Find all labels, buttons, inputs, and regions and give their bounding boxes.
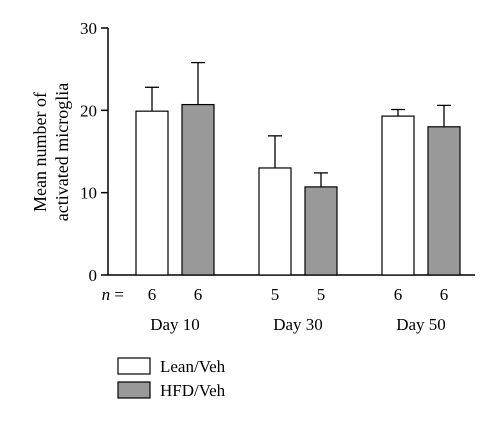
legend-swatch <box>117 357 151 375</box>
y-tick-label: 20 <box>80 101 97 120</box>
n-value-label: 5 <box>317 285 326 304</box>
n-value-label: 5 <box>271 285 280 304</box>
legend-label: HFD/Veh <box>160 381 226 400</box>
y-tick-label: 30 <box>80 19 97 38</box>
axes: 0 10 20 30 <box>80 19 475 285</box>
y-tick-label: 10 <box>80 184 97 203</box>
bar <box>181 103 215 276</box>
n-value-label: 6 <box>148 285 157 304</box>
bar <box>258 167 292 276</box>
legend-label: Lean/Veh <box>160 357 226 376</box>
category-label: Day 10 <box>150 315 200 334</box>
y-axis-label: Mean number of activated microglia <box>30 83 72 221</box>
bar <box>135 110 169 276</box>
category-label: Day 50 <box>396 315 446 334</box>
group-labels: Day 10 Day 30 Day 50 <box>150 315 446 334</box>
category-label: Day 30 <box>273 315 323 334</box>
n-labels: 6 6 5 5 6 6 n = <box>102 285 449 304</box>
legend-swatch <box>117 381 151 399</box>
n-value-label: 6 <box>194 285 203 304</box>
y-axis-title: Mean number of activated microglia <box>30 83 72 221</box>
bar <box>381 115 415 276</box>
legend: Lean/Veh HFD/Veh <box>117 357 226 400</box>
bars <box>135 61 461 276</box>
n-prefix-italic: n <box>102 285 111 304</box>
y-axis-title-line: Mean number of <box>30 92 50 212</box>
bar <box>304 186 338 276</box>
n-prefix-rest: = <box>110 285 124 304</box>
y-axis-title-line: activated microglia <box>52 83 72 221</box>
bar <box>427 126 461 276</box>
y-tick-label: 0 <box>89 266 98 285</box>
n-value-label: 6 <box>440 285 449 304</box>
n-value-label: 6 <box>394 285 403 304</box>
n-prefix-label: n = <box>102 285 124 304</box>
